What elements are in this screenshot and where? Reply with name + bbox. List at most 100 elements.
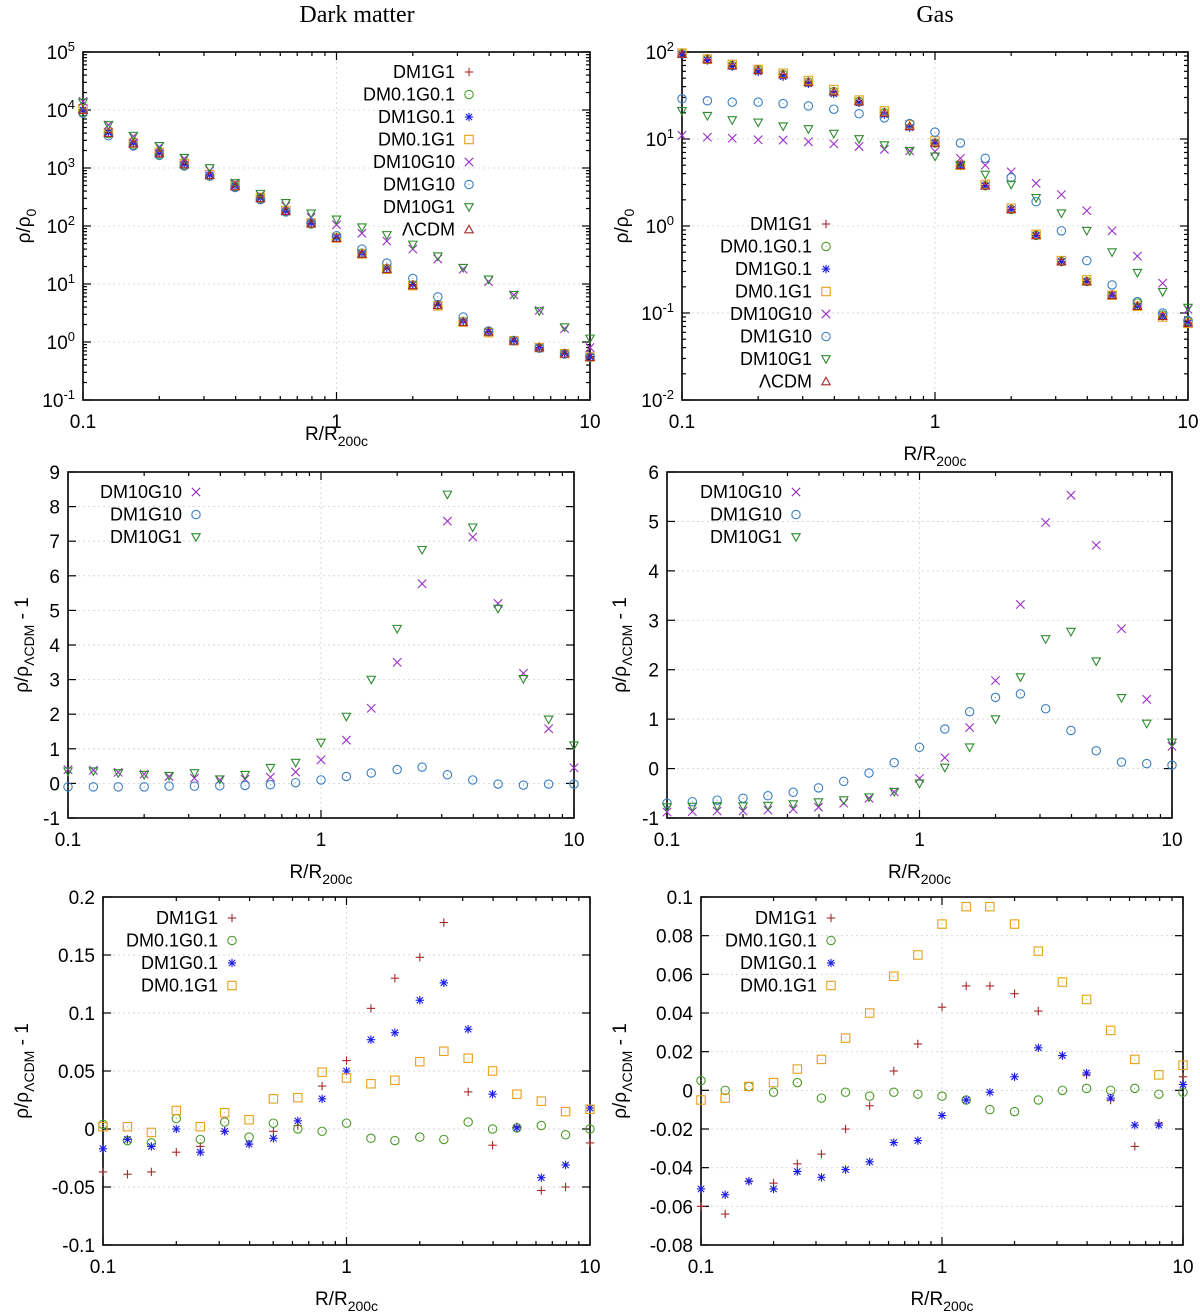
legend-item: ΛCDM [402,220,475,240]
data-point-dm1g10 [417,762,427,772]
legend-label: ΛCDM [402,220,455,240]
data-point-dm1g1 [865,1101,874,1110]
legend-label: DM0.1G1 [740,976,817,996]
legend-label: DM1G10 [710,505,782,525]
data-point-dm10g1 [442,490,453,500]
legend-marker-icon [227,913,237,923]
data-point-dm10g10 [1015,599,1026,610]
y-tick-label: 0.2 [69,888,95,909]
x-axis-label: R/R200c [289,862,352,887]
data-point-dm1g01 [1178,1080,1188,1089]
data-point-cdm [853,96,865,106]
data-point-dm1g01 [561,1160,570,1170]
y-tick-label: 10-1 [42,387,75,412]
data-point-dm01g1 [768,1077,779,1088]
data-point-dm1g01 [937,1111,947,1120]
data-point-cdm [803,76,814,87]
x-axis-label: R/R200c [315,1289,378,1314]
data-point-dm01g1 [536,1096,547,1106]
data-point-dm1g01 [1130,1120,1140,1130]
data-point-dm1g1 [439,918,449,927]
data-point-dm10g10 [291,767,301,777]
data-point-dm1g10 [889,757,899,768]
data-point-dm10g1 [1081,226,1092,237]
data-point-dm10g1 [239,770,251,781]
data-point-dm1g01 [817,1173,826,1182]
data-point-dm1g10 [518,780,529,790]
data-point-dm01g1 [487,1066,498,1076]
data-point-cdm [508,335,520,345]
x-tick-label: 10 [563,830,584,851]
y-tick-label: 0.15 [58,946,95,967]
data-point-dm01g1 [293,1092,303,1103]
data-point-dm10g1 [687,802,698,812]
x-tick-label: 0.1 [70,412,96,433]
data-point-dm1g10 [1015,689,1026,699]
data-point-cdm [584,351,596,361]
data-point-dm01g1 [98,1121,108,1132]
data-point-dm1g10 [687,796,698,807]
data-point-cdm [255,192,266,203]
data-point-dm10g10 [569,763,579,773]
legend-item: DM0.1G0.1 [720,237,831,257]
data-point-dm10g10 [829,139,839,149]
data-point-dm1g01 [463,1025,473,1034]
legend-item: DM10G1 [383,197,475,217]
data-point-dm10g10 [544,724,554,734]
data-point-dm01g01 [415,1132,425,1142]
data-point-dm10g10 [1041,517,1051,528]
data-point-dm1g1 [342,1056,351,1065]
data-point-dm10g10 [417,579,427,589]
data-point-dm01g01 [768,1087,779,1098]
legend-item: DM10G1 [710,527,802,547]
data-point-dm10g10 [442,516,453,526]
x-axis-label: R/R200c [903,444,966,469]
legend-marker-icon [464,179,474,190]
data-point-dm10g1 [508,290,520,301]
data-point-dm1g10 [778,98,788,109]
y-tick-label: 0.04 [656,1004,693,1025]
data-point-dm01g1 [879,106,890,116]
data-point-dm1g10 [63,782,73,792]
data-point-cdm [1182,317,1194,327]
data-point-dm1g10 [955,138,966,148]
data-point-dm10g10 [1158,278,1168,288]
data-point-cdm [929,137,941,147]
data-point-dm10g1 [1157,287,1168,298]
data-point-dm10g10 [1066,490,1076,500]
data-point-dm1g10 [215,781,225,791]
plot-frame [666,471,1173,819]
data-point-dm10g10 [63,764,73,775]
data-point-dm01g1 [840,1033,851,1043]
legend-label: DM1G1 [750,214,812,234]
data-point-dm1g01 [841,1165,850,1174]
data-point-cdm [727,60,738,70]
data-point-dm1g10 [788,787,798,798]
x-tick-label: 10 [579,1257,600,1278]
data-point-dm1g01 [1010,1072,1019,1081]
data-point-dm01g01 [439,1134,449,1145]
data-point-cdm [154,148,165,158]
data-point-dm01g01 [696,1075,706,1086]
y-axis-label: ρ/ρΛCDM - 1 [610,597,635,693]
data-point-dm1g10 [189,781,200,791]
legend-label: DM10G1 [110,527,182,547]
data-point-dm1g01 [720,1190,730,1199]
data-point-dm1g10 [879,113,890,123]
data-point-dm10g1 [1006,180,1017,190]
x-tick-label: 10 [1172,1257,1193,1278]
data-point-dm01g1 [146,1127,157,1138]
data-point-dm1g01 [123,1135,132,1144]
data-point-dm1g01 [1058,1051,1067,1060]
y-tick-label: 9 [49,463,60,484]
data-point-dm1g01 [961,1095,971,1105]
data-point-dm10g1 [737,802,749,812]
data-point-dm1g10 [442,769,453,780]
x-tick-label: 0.1 [90,1257,116,1278]
x-tick-label: 1 [937,1257,948,1278]
data-point-dm01g1 [1033,946,1044,956]
data-point-dm01g1 [1009,919,1020,929]
data-point-cdm [432,299,443,310]
data-point-dm1g10 [854,109,864,119]
data-point-dm10g1 [113,769,124,779]
